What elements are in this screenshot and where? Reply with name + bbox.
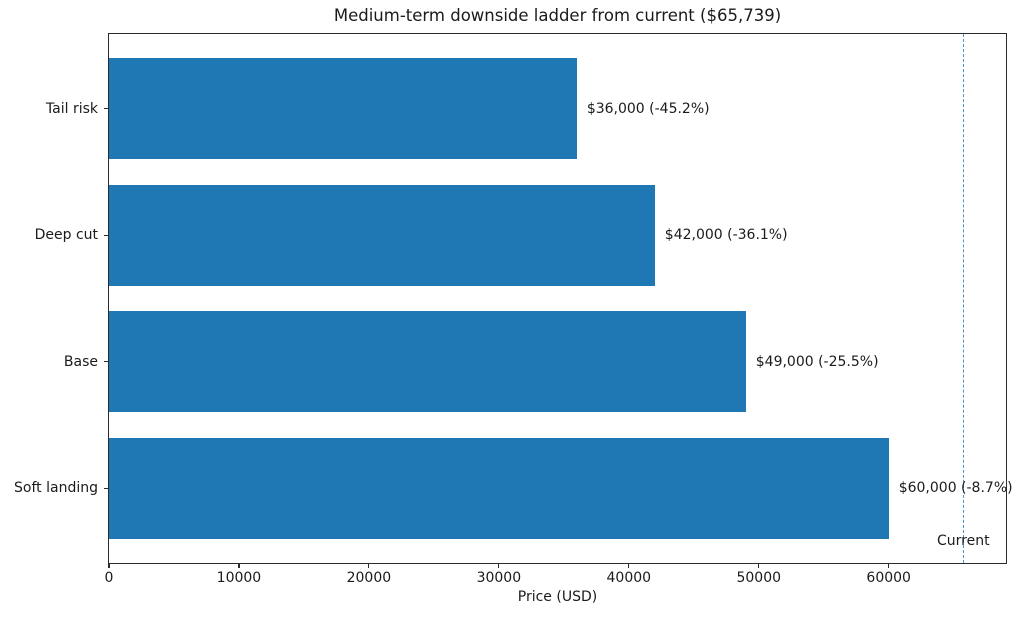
- x-tick-mark: [108, 564, 110, 568]
- x-tick-label: 40000: [606, 570, 652, 586]
- x-axis-label: Price (USD): [517, 589, 598, 605]
- bar-value-label: $49,000 (-25.5%): [755, 353, 879, 370]
- x-tick-label: 60000: [866, 570, 911, 586]
- bar: [109, 58, 577, 160]
- bar: [109, 311, 746, 413]
- x-tick-label: 50000: [736, 570, 782, 586]
- x-tick-mark: [498, 564, 500, 568]
- x-tick-label: 30000: [476, 570, 522, 586]
- y-tick-mark: [104, 108, 108, 110]
- category-label: Base: [63, 353, 98, 370]
- bar-value-label: $36,000 (-45.2%): [586, 100, 710, 117]
- x-tick-mark: [758, 564, 760, 568]
- x-tick-mark: [238, 564, 240, 568]
- category-label: Tail risk: [45, 100, 98, 117]
- x-tick-mark: [628, 564, 630, 568]
- current-line-label: Current: [936, 533, 990, 549]
- x-tick-mark: [888, 564, 890, 568]
- bar: [109, 437, 889, 539]
- y-tick-mark: [104, 487, 108, 489]
- category-label: Soft landing: [14, 480, 98, 497]
- category-label: Deep cut: [34, 227, 98, 244]
- x-tick-label: 20000: [346, 570, 392, 586]
- current-reference-line: [962, 34, 964, 563]
- bar: [109, 184, 655, 286]
- x-tick-label: 10000: [216, 570, 262, 586]
- y-tick-mark: [104, 234, 108, 236]
- y-tick-mark: [104, 361, 108, 363]
- chart-title: Medium-term downside ladder from current…: [333, 6, 782, 25]
- bar-value-label: $42,000 (-36.1%): [664, 227, 788, 244]
- plot-area: Current $36,000 (-45.2%) $42,000 (-36.1%)…: [104, 33, 1013, 564]
- x-tick-label: 0: [104, 570, 114, 586]
- x-tick-mark: [368, 564, 370, 568]
- bar-value-label: $60,000 (-8.7%): [898, 480, 1013, 497]
